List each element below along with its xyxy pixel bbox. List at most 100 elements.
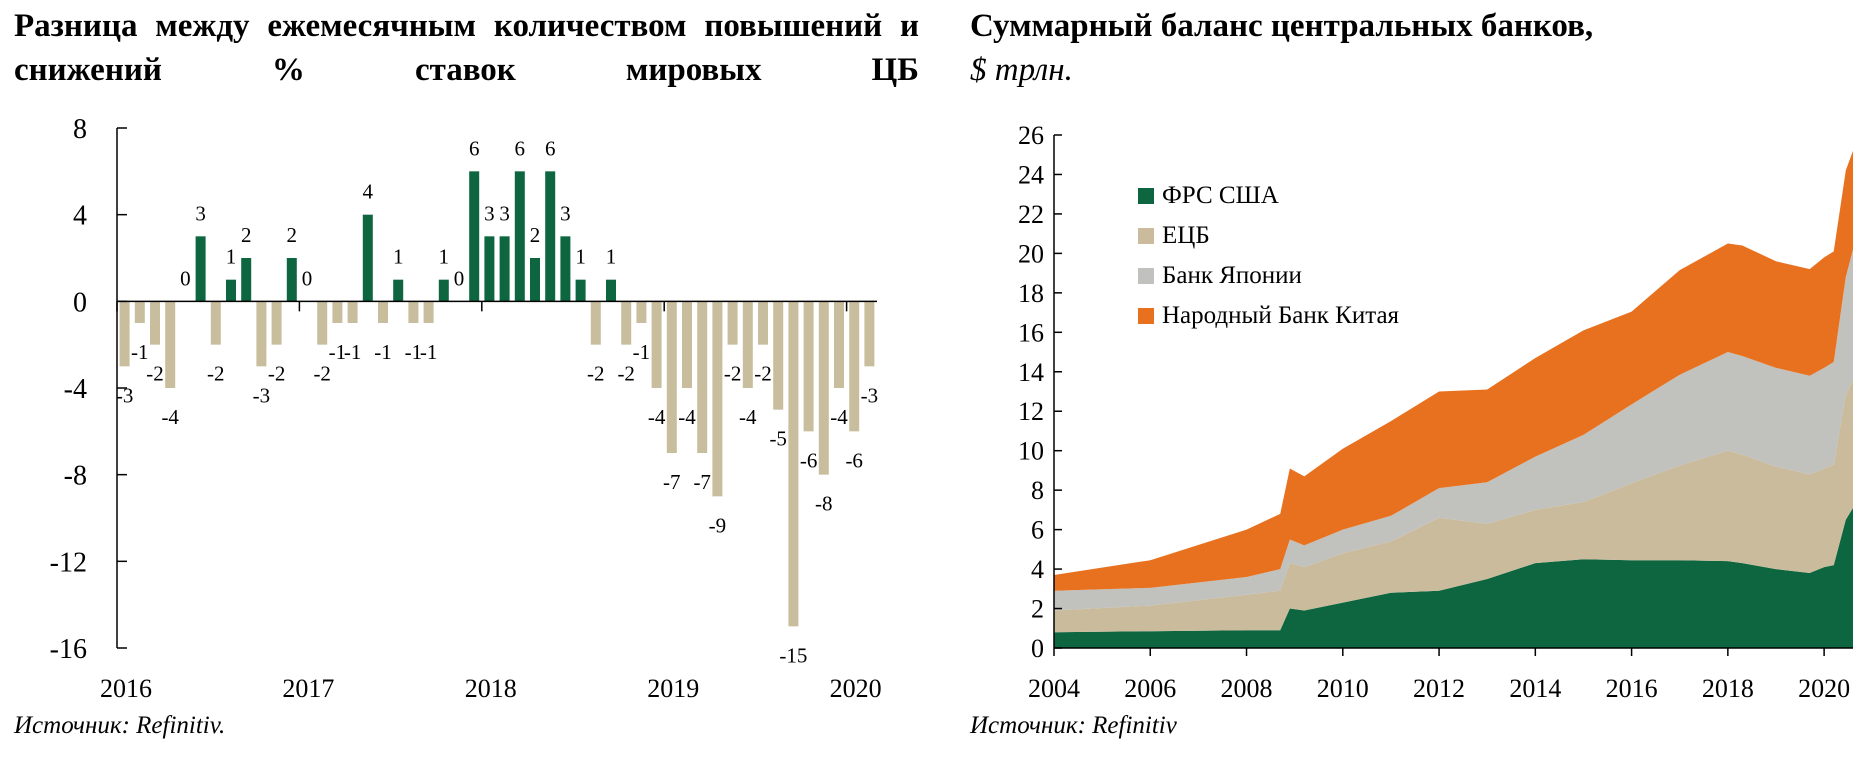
- bar-value-label: -3: [116, 383, 134, 407]
- legend-swatch-ecb: [1138, 228, 1154, 244]
- area-fed: [1054, 507, 1853, 648]
- bar-value-label: -2: [207, 362, 225, 386]
- x-tick-label: 2017: [282, 674, 334, 700]
- x-tick-label: 2016: [100, 674, 152, 700]
- left-source-note: Источник: Refinitiv.: [14, 712, 226, 739]
- bar-value-label: -4: [161, 405, 179, 429]
- bar-2017-12: [469, 171, 480, 302]
- bar-2016-08: [226, 279, 236, 302]
- bar-value-label: -4: [739, 405, 757, 429]
- bar-value-label: -15: [779, 643, 807, 667]
- y-tick-label: 22: [1018, 200, 1044, 229]
- bar-value-label: 6: [545, 136, 556, 160]
- bar-2016-11: [271, 301, 282, 345]
- bar-2016-02: [134, 301, 145, 323]
- bar-2019-09: [788, 301, 799, 627]
- bar-value-label: 1: [606, 245, 617, 269]
- bar-2017-08: [408, 301, 419, 323]
- bar-value-label: 3: [499, 201, 510, 225]
- bar-value-label: -1: [633, 340, 651, 364]
- bar-2016-07: [210, 301, 221, 345]
- x-tick-label: 2006: [1124, 674, 1176, 700]
- bar-value-label: -3: [253, 383, 271, 407]
- bar-2017-07: [393, 279, 404, 302]
- bar-2017-10: [438, 279, 449, 302]
- right-chart-title-main: Суммарный баланс центральных банков,: [970, 8, 1594, 44]
- y-tick-label: 4: [73, 201, 87, 232]
- x-tick-label: 2008: [1221, 674, 1273, 700]
- area-ecb: [1054, 379, 1853, 633]
- bar-value-label: -1: [344, 340, 362, 364]
- y-tick-label: 2: [1031, 595, 1044, 624]
- bar-value-label: 0: [454, 266, 465, 290]
- bar-value-label: 3: [560, 201, 571, 225]
- y-tick-label: -12: [50, 547, 87, 578]
- bar-2017-09: [423, 301, 434, 323]
- bar-value-label: -1: [405, 340, 423, 364]
- bar-value-label: 2: [241, 223, 252, 247]
- bar-2018-04: [530, 258, 540, 302]
- x-tick-label: 2020: [830, 674, 882, 700]
- right-chart-title: Суммарный баланс центральных банков, $ т…: [970, 4, 1850, 92]
- bar-value-label: -2: [754, 362, 772, 386]
- area-boj: [1054, 249, 1853, 611]
- bar-2019-06: [742, 301, 753, 388]
- y-tick-label: 6: [1031, 516, 1044, 545]
- legend-swatch-pboc: [1138, 308, 1154, 324]
- x-tick-label: 2019: [647, 674, 699, 700]
- x-tick-label: 2010: [1317, 674, 1369, 700]
- bar-value-label: -1: [131, 340, 149, 364]
- bar-value-label: 1: [393, 245, 404, 269]
- bar-2016-03: [150, 301, 160, 345]
- right-source-note: Источник: Refinitiv: [970, 712, 1177, 739]
- bar-value-label: -2: [268, 362, 286, 386]
- bar-series: [119, 171, 875, 627]
- stacked-areas: [1054, 150, 1853, 648]
- y-tick-label: 16: [1018, 318, 1044, 347]
- bar-value-label: 0: [302, 266, 313, 290]
- legend-label-fed: ФРС США: [1162, 182, 1279, 209]
- y-tick-label: -4: [64, 374, 87, 405]
- bar-2019-01: [666, 301, 677, 453]
- bar-2020-01: [849, 301, 860, 432]
- bar-2018-12: [651, 301, 662, 388]
- y-tick-label: 26: [1018, 121, 1044, 150]
- bar-2018-01: [484, 236, 495, 302]
- bar-2018-08: [590, 301, 601, 345]
- bar-2017-06: [378, 301, 388, 323]
- right-chart-unit: $ трлн.: [970, 52, 1073, 88]
- bar-2019-02: [682, 301, 692, 388]
- bar-2017-03: [332, 301, 343, 323]
- y-tick-label: 8: [1031, 476, 1044, 505]
- bar-value-label: 1: [226, 245, 237, 269]
- x-tick-label: 2018: [465, 674, 517, 700]
- y-tick-label: 20: [1018, 239, 1044, 268]
- bar-value-label: -3: [861, 383, 879, 407]
- y-tick-label: -8: [64, 461, 87, 492]
- bar-2018-06: [560, 236, 571, 302]
- bar-2016-12: [286, 258, 297, 302]
- bar-value-label: 6: [469, 136, 480, 160]
- legend-swatch-fed: [1138, 188, 1154, 204]
- legend-swatch-boj: [1138, 268, 1154, 284]
- bar-2017-02: [317, 301, 328, 345]
- bar-value-label: -1: [329, 340, 347, 364]
- bar-value-label: 0: [180, 266, 191, 290]
- bar-value-label: -9: [709, 513, 727, 537]
- x-tick-label: 2014: [1509, 674, 1561, 700]
- bar-value-label: -2: [587, 362, 605, 386]
- bar-value-label: -2: [146, 362, 164, 386]
- bar-value-label: -1: [420, 340, 438, 364]
- bar-2018-03: [514, 171, 525, 302]
- bar-2019-07: [758, 301, 768, 345]
- bar-2018-10: [621, 301, 632, 345]
- bar-2016-10: [256, 301, 267, 367]
- bar-value-label: -6: [845, 448, 863, 472]
- legend: ФРС США ЕЦБ Банк Японии Народный Банк Китая: [1138, 182, 1400, 329]
- x-tick-label: 2004: [1028, 674, 1080, 700]
- bar-2016-04: [165, 301, 176, 388]
